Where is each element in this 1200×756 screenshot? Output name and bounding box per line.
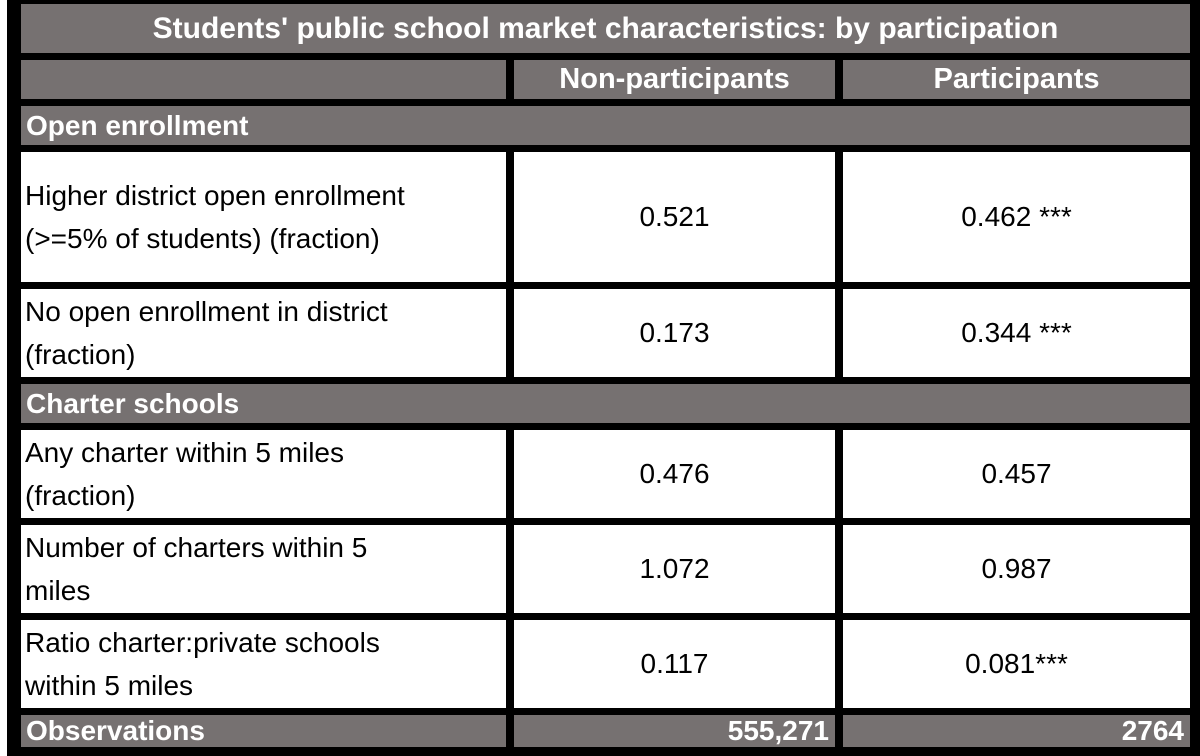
column-header-participants: Participants bbox=[843, 60, 1190, 99]
row-value-non-participants: 0.173 bbox=[514, 289, 835, 377]
table-row-higher-district-open-enrollment: Higher district open enrollment (>=5% of… bbox=[21, 152, 1190, 282]
row-label: Ratio charter:private schools within 5 m… bbox=[21, 620, 506, 708]
row-value-participants: 0.457 bbox=[843, 430, 1190, 518]
observations-participants: 2764 bbox=[843, 715, 1190, 747]
observations-row: Observations 555,271 2764 bbox=[21, 715, 1190, 747]
column-header-empty bbox=[21, 60, 506, 99]
column-header-row: Non-participants Participants bbox=[21, 60, 1190, 99]
observations-label: Observations bbox=[21, 715, 506, 747]
section-header-charter-schools: Charter schools bbox=[21, 384, 1190, 423]
section-header-charter-schools-row: Charter schools bbox=[21, 384, 1190, 423]
row-value-participants: 0.462 *** bbox=[843, 152, 1190, 282]
row-label: Any charter within 5 miles (fraction) bbox=[21, 430, 506, 518]
column-header-non-participants: Non-participants bbox=[514, 60, 835, 99]
row-value-participants: 0.081*** bbox=[843, 620, 1190, 708]
row-value-participants: 0.987 bbox=[843, 525, 1190, 613]
table-row-any-charter-within-5-miles: Any charter within 5 miles (fraction) 0.… bbox=[21, 430, 1190, 518]
observations-non-participants: 555,271 bbox=[514, 715, 835, 747]
market-characteristics-table: Students' public school market character… bbox=[7, 0, 1200, 756]
title-row: Students' public school market character… bbox=[21, 4, 1190, 53]
row-label: No open enrollment in district (fraction… bbox=[21, 289, 506, 377]
section-header-open-enrollment: Open enrollment bbox=[21, 106, 1190, 145]
row-label: Number of charters within 5 miles bbox=[21, 525, 506, 613]
table-row-ratio-charter-private: Ratio charter:private schools within 5 m… bbox=[21, 620, 1190, 708]
row-value-non-participants: 0.117 bbox=[514, 620, 835, 708]
table-row-no-open-enrollment: No open enrollment in district (fraction… bbox=[21, 289, 1190, 377]
table-title: Students' public school market character… bbox=[21, 4, 1190, 53]
row-value-participants: 0.344 *** bbox=[843, 289, 1190, 377]
row-label: Higher district open enrollment (>=5% of… bbox=[21, 152, 506, 282]
row-value-non-participants: 0.521 bbox=[514, 152, 835, 282]
row-value-non-participants: 0.476 bbox=[514, 430, 835, 518]
row-value-non-participants: 1.072 bbox=[514, 525, 835, 613]
table-row-number-of-charters: Number of charters within 5 miles 1.072 … bbox=[21, 525, 1190, 613]
section-header-open-enrollment-row: Open enrollment bbox=[21, 106, 1190, 145]
